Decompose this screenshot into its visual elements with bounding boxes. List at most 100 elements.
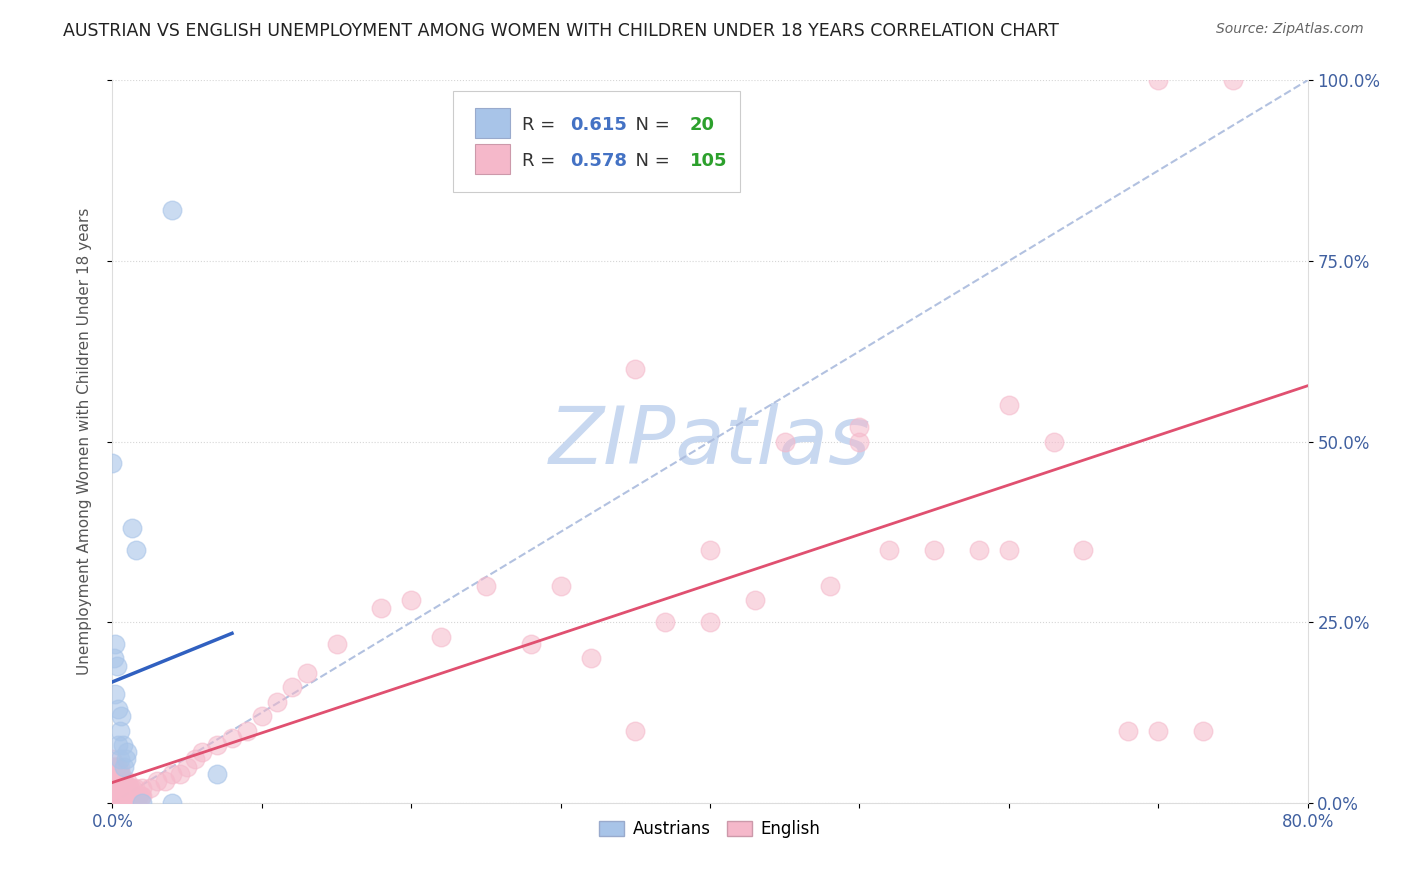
FancyBboxPatch shape — [475, 108, 510, 138]
Point — [139, 781, 162, 796]
Point — [773, 434, 796, 449]
Point — [101, 456, 124, 470]
Point — [146, 774, 169, 789]
Point — [105, 774, 128, 789]
FancyBboxPatch shape — [453, 91, 740, 193]
Point — [108, 723, 131, 738]
Point — [124, 789, 146, 803]
Point — [104, 760, 127, 774]
Point — [370, 600, 392, 615]
Point — [624, 362, 647, 376]
Point — [104, 781, 127, 796]
Point — [281, 680, 304, 694]
Point — [121, 789, 143, 803]
Point — [699, 542, 721, 557]
Point — [117, 774, 139, 789]
Point — [325, 637, 347, 651]
Point — [104, 774, 127, 789]
Point — [654, 615, 676, 630]
Point — [430, 630, 453, 644]
Point — [103, 781, 125, 796]
Point — [115, 781, 138, 796]
Point — [101, 781, 124, 796]
Point — [848, 434, 870, 449]
Point — [103, 774, 125, 789]
Point — [103, 651, 125, 665]
Point — [250, 709, 273, 723]
Point — [114, 789, 135, 803]
Point — [104, 767, 127, 781]
Point — [120, 781, 142, 796]
Text: 0.615: 0.615 — [571, 116, 627, 134]
Point — [122, 789, 145, 803]
Point — [108, 752, 131, 766]
Point — [115, 789, 138, 803]
Point — [110, 709, 132, 723]
Point — [108, 767, 131, 781]
Point — [110, 774, 132, 789]
Point — [117, 789, 139, 803]
Point — [107, 760, 129, 774]
Point — [998, 398, 1021, 412]
Point — [105, 658, 128, 673]
Point — [162, 203, 183, 218]
Point — [107, 767, 129, 781]
Point — [205, 767, 228, 781]
Point — [115, 752, 138, 766]
Point — [120, 789, 142, 803]
Point — [105, 767, 128, 781]
Point — [101, 752, 124, 766]
Point — [101, 774, 124, 789]
Legend: Austrians, English: Austrians, English — [593, 814, 827, 845]
Text: R =: R = — [523, 153, 561, 170]
Point — [1147, 723, 1170, 738]
Text: N =: N = — [624, 116, 675, 134]
Point — [107, 789, 129, 803]
Point — [1118, 723, 1140, 738]
Point — [266, 695, 288, 709]
Point — [125, 789, 148, 803]
Point — [117, 745, 139, 759]
Point — [131, 781, 153, 796]
Point — [1042, 434, 1064, 449]
Text: ZIPatlas: ZIPatlas — [548, 402, 872, 481]
Point — [699, 615, 721, 630]
Point — [107, 702, 129, 716]
Point — [114, 760, 135, 774]
Point — [127, 789, 149, 803]
Point — [104, 789, 127, 803]
Point — [108, 789, 131, 803]
Point — [104, 687, 127, 701]
Point — [103, 789, 125, 803]
Text: 0.578: 0.578 — [571, 153, 627, 170]
Point — [121, 521, 143, 535]
Point — [221, 731, 243, 745]
Point — [520, 637, 543, 651]
Point — [191, 745, 214, 759]
Point — [624, 723, 647, 738]
Point — [101, 767, 124, 781]
Point — [104, 637, 127, 651]
Point — [922, 542, 945, 557]
Text: AUSTRIAN VS ENGLISH UNEMPLOYMENT AMONG WOMEN WITH CHILDREN UNDER 18 YEARS CORREL: AUSTRIAN VS ENGLISH UNEMPLOYMENT AMONG W… — [63, 22, 1059, 40]
Point — [111, 789, 134, 803]
FancyBboxPatch shape — [475, 144, 510, 174]
Point — [1222, 73, 1244, 87]
Point — [162, 767, 183, 781]
Point — [105, 781, 128, 796]
Point — [107, 774, 129, 789]
Point — [117, 781, 139, 796]
Point — [105, 760, 128, 774]
Point — [998, 542, 1021, 557]
Point — [107, 781, 129, 796]
Point — [1147, 73, 1170, 87]
Point — [129, 789, 152, 803]
Point — [1073, 542, 1095, 557]
Point — [114, 781, 135, 796]
Text: N =: N = — [624, 153, 675, 170]
Point — [205, 738, 228, 752]
Point — [108, 760, 131, 774]
Text: R =: R = — [523, 116, 561, 134]
Point — [105, 789, 128, 803]
Point — [153, 774, 176, 789]
